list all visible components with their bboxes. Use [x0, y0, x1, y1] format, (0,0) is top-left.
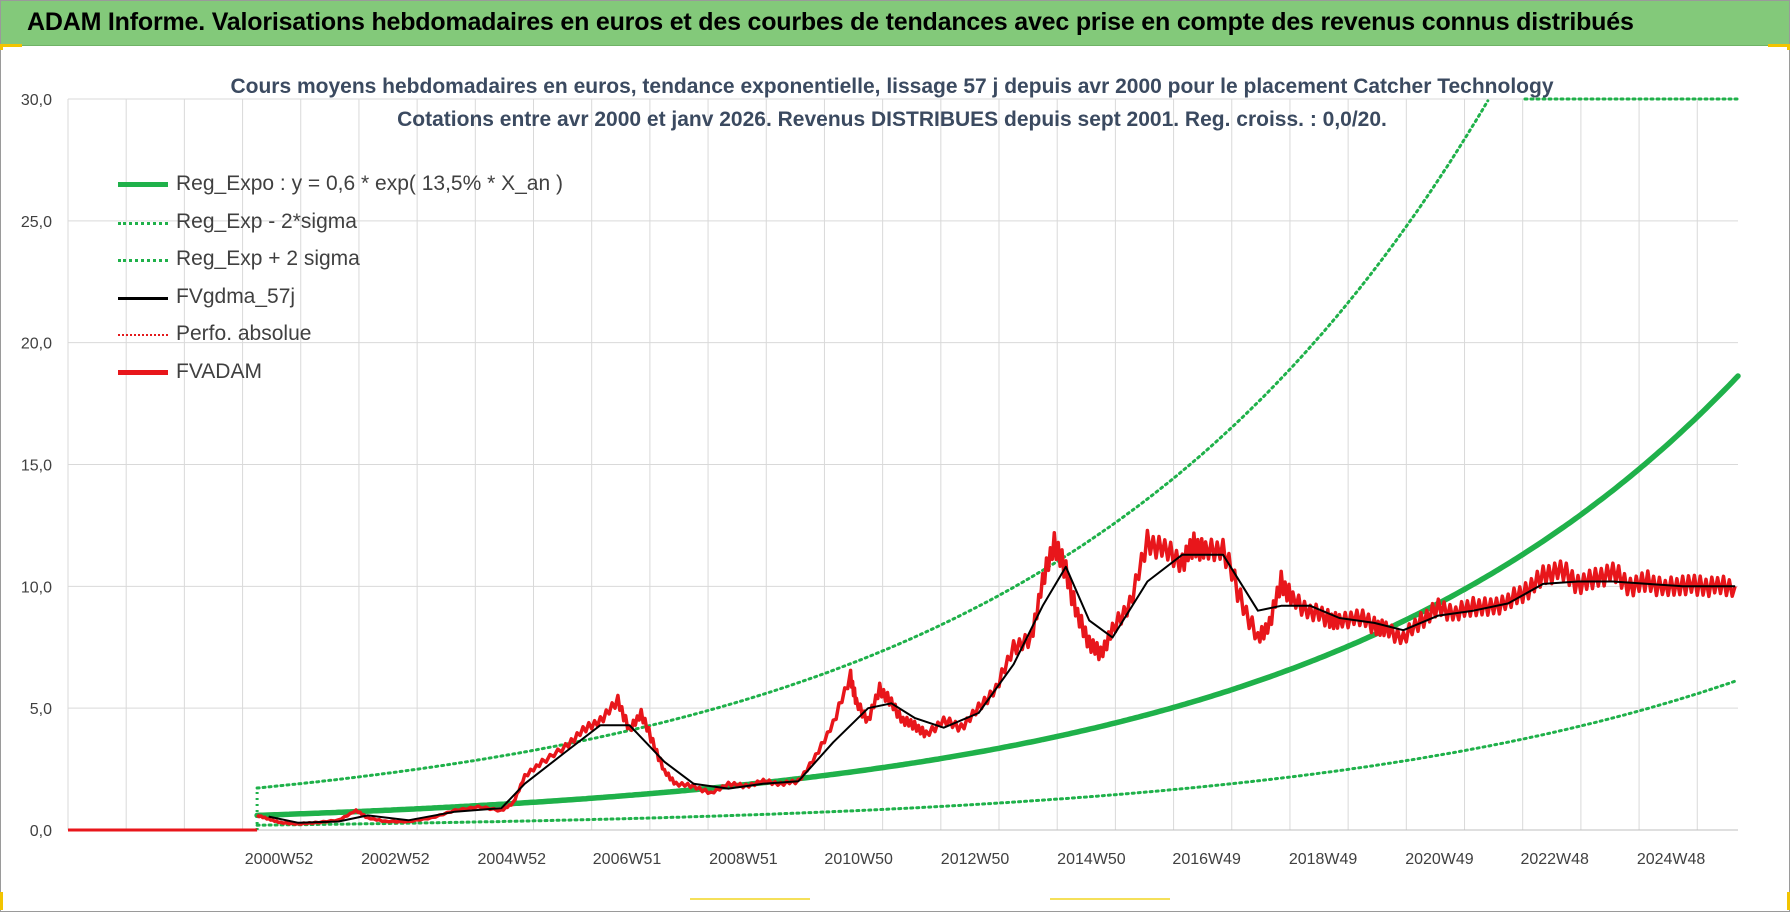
chart-series [68, 97, 1741, 832]
chart-grid [67, 98, 1738, 831]
chart-legend: Reg_Expo : y = 0,6 * exp( 13,5% * X_an )… [118, 172, 638, 402]
fvgdma-57j-line [268, 553, 1736, 824]
x-tick-label: 2004W52 [478, 851, 547, 868]
legend-swatch-dotted-red [118, 334, 168, 336]
y-tick-label: 30,0 [21, 92, 52, 109]
x-tick-label: 2006W51 [593, 851, 662, 868]
legend-label: FVADAM [176, 359, 262, 383]
legend-swatch-solid-green [118, 182, 168, 187]
price-trend-chart: 30,0 25,0 20,0 15,0 10,0 5,0 0,0 2000W52 2002W5… [21, 75, 1741, 868]
legend-item-reg-exp-plus-2sigma: Reg_Exp + 2 sigma [118, 247, 638, 289]
corner-mark-bottom-right [1787, 892, 1790, 910]
legend-label: Reg_Expo : y = 0,6 * exp( 13,5% * X_an ) [176, 172, 563, 195]
y-tick-label: 25,0 [21, 214, 52, 231]
y-tick-label: 15,0 [21, 458, 52, 475]
corner-mark-top-right-v [1787, 44, 1790, 50]
corner-mark-bottom-left [0, 892, 3, 910]
x-tick-label: 2000W52 [245, 851, 314, 868]
legend-item-perfo-absolue: Perfo. absolue [118, 322, 638, 364]
legend-swatch-dotted-green [118, 221, 168, 225]
x-tick-label: 2012W50 [941, 851, 1010, 868]
reg-exp-minus-2sigma-line [255, 678, 1740, 827]
x-tick-label: 2018W49 [1289, 851, 1358, 868]
legend-item-fvadam: FVADAM [118, 360, 638, 402]
legend-label: FVgdma_57j [176, 284, 296, 308]
y-tick-label: 5,0 [30, 701, 52, 718]
reg-exp-plus-2sigma-line [255, 99, 1490, 790]
reg-expo-line [254, 373, 1741, 819]
legend-item-reg-expo: Reg_Expo : y = 0,6 * exp( 13,5% * X_an ) [118, 172, 638, 214]
x-tick-label: 2010W50 [824, 851, 893, 868]
x-tick-label: 2022W48 [1520, 851, 1589, 868]
chart-title-line-2: Cotations entre avr 2000 et janv 2026. R… [397, 108, 1387, 131]
header-banner: ADAM Informe. Valorisations hebdomadaire… [1, 1, 1789, 46]
selection-highlight-bar [1050, 898, 1170, 900]
legend-label: Reg_Exp + 2 sigma [176, 247, 360, 270]
corner-mark-top-left-v [0, 44, 3, 50]
y-tick-label: 20,0 [21, 336, 52, 353]
fvadam-line [256, 528, 1737, 826]
legend-item-fvgdma-57j: FVgdma_57j [118, 285, 638, 327]
legend-label: Reg_Exp - 2*sigma [176, 209, 357, 233]
legend-label: Perfo. absolue [176, 322, 312, 345]
y-axis-ticks: 30,0 25,0 20,0 15,0 10,0 5,0 0,0 [21, 92, 52, 840]
y-tick-label: 10,0 [21, 579, 52, 596]
x-tick-label: 2020W49 [1405, 851, 1474, 868]
y-tick-label: 0,0 [30, 823, 52, 840]
chart-title-line-1: Cours moyens hebdomadaires en euros, ten… [230, 75, 1553, 98]
x-axis-ticks: 2000W52 2002W52 2004W52 2006W51 2008W51 2010W… [245, 851, 1706, 868]
banner-title: ADAM Informe. Valorisations hebdomadaire… [27, 8, 1634, 36]
x-tick-label: 2008W51 [709, 851, 778, 868]
selection-highlight-bar [690, 898, 810, 900]
legend-swatch-solid-black [118, 296, 168, 300]
corner-mark-top-left [0, 44, 22, 47]
corner-mark-top-right [1768, 44, 1790, 47]
x-tick-label: 2024W48 [1637, 851, 1706, 868]
legend-item-reg-exp-minus-2sigma: Reg_Exp - 2*sigma [118, 210, 638, 252]
legend-swatch-dotted-green [118, 259, 168, 262]
x-tick-label: 2002W52 [361, 851, 430, 868]
legend-swatch-solid-red [118, 369, 168, 375]
x-tick-label: 2014W50 [1057, 851, 1126, 868]
x-tick-label: 2016W49 [1172, 851, 1241, 868]
